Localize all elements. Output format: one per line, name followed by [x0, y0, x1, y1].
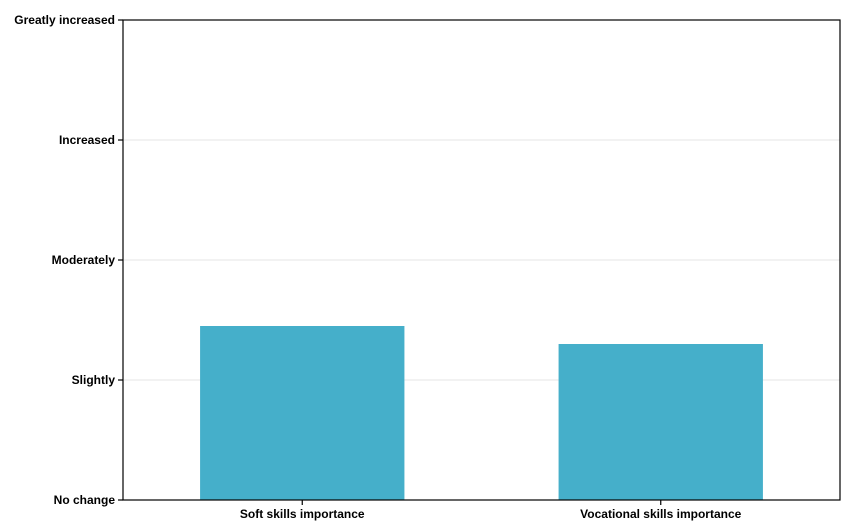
x-tick-label: Vocational skills importance [580, 507, 741, 521]
bar [558, 344, 763, 500]
bar [200, 326, 405, 500]
x-tick-label: Soft skills importance [240, 507, 365, 521]
y-tick-label: No change [54, 493, 116, 507]
bars [200, 326, 763, 500]
x-axis: Soft skills importance Vocational skills … [240, 500, 742, 521]
y-axis: No change Slightly Moderately Increased Grea… [14, 13, 123, 507]
y-tick-label: Moderately [52, 253, 116, 267]
y-tick-label: Increased [59, 133, 115, 147]
y-tick-label: Greatly increased [14, 13, 115, 27]
y-tick-label: Slightly [72, 373, 116, 387]
